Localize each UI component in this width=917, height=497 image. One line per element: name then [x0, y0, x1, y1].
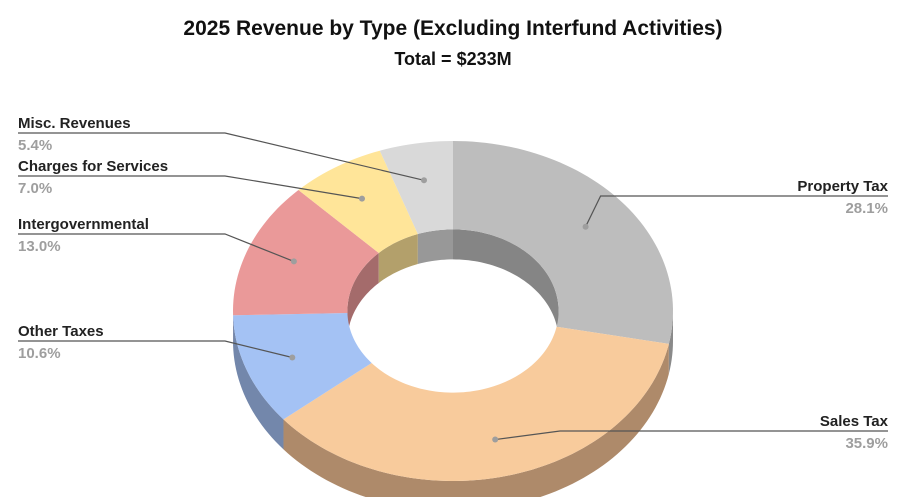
slice-other-taxes: [233, 313, 372, 420]
leader-dot: [492, 436, 499, 443]
slice-property-tax: [453, 141, 673, 344]
slice-inner-wall: [347, 252, 379, 341]
slice-percent: 28.1%: [845, 200, 888, 217]
slice-charges-for-services: [298, 150, 418, 253]
slice-inner-wall: [378, 234, 418, 283]
slice-percent: 13.0%: [18, 238, 61, 255]
slice-outer-wall: [233, 315, 284, 450]
slice-intergovernmental: [233, 190, 379, 316]
slice-inner-wall: [417, 229, 453, 265]
label-property-tax: Property Tax 28.1%: [582, 178, 889, 230]
slice-outer-wall: [283, 343, 669, 497]
labels-layer: Property Tax 28.1% Sales Tax 35.9% Other Tax…: [18, 115, 889, 452]
leader-dot: [421, 177, 427, 184]
label-other-taxes: Other Taxes 10.6%: [18, 323, 296, 362]
leader-line: [18, 233, 295, 262]
leader-dot: [290, 258, 297, 265]
leader-line: [18, 175, 363, 200]
label-intergovernmental: Intergovernmental 13.0%: [18, 216, 297, 265]
slice-label: Other Taxes: [18, 323, 104, 340]
slice-percent: 10.6%: [18, 345, 61, 362]
slice-misc-revenues: [379, 141, 453, 235]
leader-dot: [289, 354, 296, 361]
chart-title: 2025 Revenue by Type (Excluding Interfun…: [183, 17, 722, 40]
slice-outer-wall: [668, 311, 673, 374]
label-misc-revenues: Misc. Revenues 5.4%: [18, 115, 427, 184]
leader-line: [585, 195, 888, 228]
leader-line: [18, 132, 425, 181]
leader-line: [18, 340, 293, 359]
slice-percent: 35.9%: [845, 435, 888, 452]
leader-line: [495, 430, 888, 441]
label-charges-for-services: Charges for Services 7.0%: [18, 158, 365, 202]
slice-label: Misc. Revenues: [18, 115, 131, 132]
chart-subtitle: Total = $233M: [394, 49, 511, 69]
slice-inner-wall: [453, 229, 559, 341]
slice-percent: 7.0%: [18, 180, 52, 197]
slice-percent: 5.4%: [18, 137, 52, 154]
slices-layer: [233, 141, 673, 497]
slice-label: Charges for Services: [18, 158, 168, 175]
leader-dot: [359, 195, 365, 202]
slice-label: Intergovernmental: [18, 216, 149, 233]
slice-label: Property Tax: [797, 178, 888, 195]
slice-sales-tax: [283, 326, 669, 481]
slice-label: Sales Tax: [820, 413, 889, 430]
label-sales-tax: Sales Tax 35.9%: [492, 413, 889, 452]
leader-dot: [582, 223, 589, 230]
